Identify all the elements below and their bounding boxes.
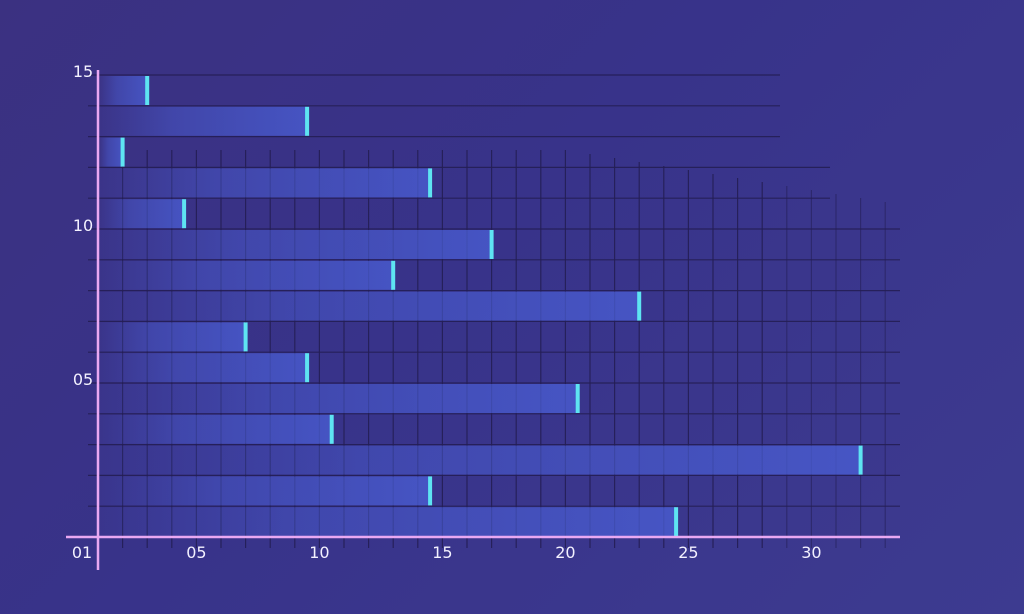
- bar: [100, 322, 246, 352]
- x-tick-label: 10: [309, 543, 329, 562]
- bars: [100, 76, 863, 537]
- bar: [100, 507, 677, 537]
- bar: [100, 445, 861, 475]
- bar-tip: [391, 260, 396, 290]
- bar-tip: [305, 353, 310, 383]
- y-tick-label: 15: [73, 62, 93, 81]
- bar: [100, 76, 148, 105]
- x-tick-label: 01: [72, 543, 92, 562]
- bar-tip: [120, 137, 125, 167]
- bar-tip: [674, 507, 679, 537]
- bar-tip: [575, 384, 580, 413]
- bar: [100, 137, 123, 167]
- bar-tip: [428, 476, 433, 506]
- bar-tip: [329, 414, 334, 444]
- bar-tip: [637, 291, 642, 321]
- x-tick-label: 25: [678, 543, 698, 562]
- bar-tip: [243, 322, 248, 352]
- bar: [100, 353, 308, 383]
- bar: [100, 168, 431, 198]
- x-tick-label: 15: [432, 543, 452, 562]
- bar: [100, 291, 640, 321]
- bar-tip: [182, 199, 187, 229]
- y-tick-label: 10: [73, 216, 93, 235]
- axes: [66, 70, 900, 570]
- bar: [100, 106, 308, 136]
- bar: [100, 476, 431, 506]
- bar: [100, 199, 185, 229]
- tick-labels: 01 05 10 15 20 25 30 05 10 15: [72, 62, 822, 562]
- bar: [100, 260, 394, 290]
- bar-tip: [428, 168, 433, 198]
- x-tick-label: 05: [186, 543, 206, 562]
- bar-tip: [489, 230, 494, 259]
- bar: [100, 230, 492, 259]
- y-tick-label: 05: [73, 370, 93, 389]
- bar: [100, 384, 578, 413]
- x-tick-label: 20: [555, 543, 575, 562]
- bar: [100, 414, 332, 444]
- bar-tip: [305, 106, 310, 136]
- bar-tip: [858, 445, 863, 475]
- x-tick-label: 30: [801, 543, 821, 562]
- bar-tip: [145, 76, 150, 105]
